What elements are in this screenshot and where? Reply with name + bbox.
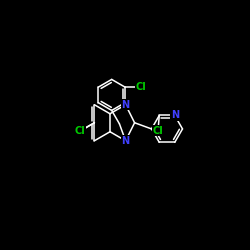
Text: Cl: Cl	[153, 126, 164, 136]
Text: Cl: Cl	[135, 82, 146, 92]
Text: Cl: Cl	[75, 126, 86, 136]
Text: N: N	[122, 136, 130, 146]
Text: N: N	[171, 110, 179, 120]
Text: Cl: Cl	[75, 126, 86, 136]
Text: N: N	[122, 100, 130, 110]
